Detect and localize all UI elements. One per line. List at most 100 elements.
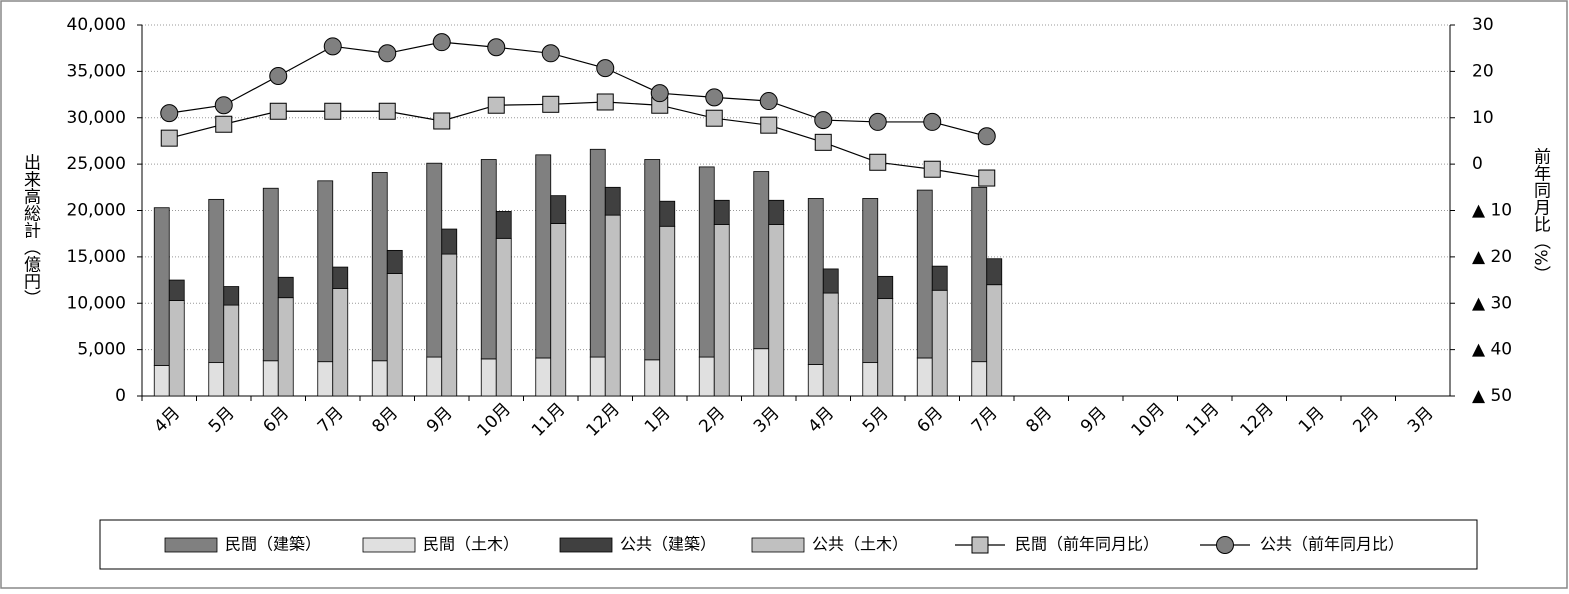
bar	[768, 224, 785, 397]
bar	[604, 186, 621, 216]
marker	[705, 88, 724, 107]
legend-label: 民間（土木）	[423, 535, 519, 554]
marker	[487, 38, 506, 57]
y-axis-title: 出来高総計（億円）	[20, 153, 41, 306]
bar	[862, 362, 879, 397]
bar	[753, 171, 770, 350]
bar	[168, 279, 185, 301]
legend-marker	[1216, 536, 1234, 554]
bar	[877, 275, 894, 300]
marker	[214, 96, 233, 115]
bar	[386, 249, 403, 274]
bar	[971, 361, 988, 397]
bar	[223, 304, 240, 397]
marker	[705, 109, 723, 127]
bar	[589, 148, 606, 358]
bar	[223, 286, 240, 306]
legend-label: 公共（建築）	[620, 535, 716, 554]
marker	[215, 115, 233, 133]
y-tick-label: 15,000	[67, 247, 126, 267]
legend-swatch	[164, 537, 218, 553]
marker	[923, 112, 942, 131]
line	[169, 101, 987, 179]
y2-tick-label: 0	[1472, 154, 1483, 174]
bar	[277, 276, 294, 299]
bar	[807, 198, 824, 365]
marker	[978, 169, 996, 187]
legend-swatch	[362, 537, 416, 553]
bar	[659, 200, 676, 227]
y-tick-label: 40,000	[67, 15, 126, 35]
bar	[495, 237, 512, 397]
marker	[923, 160, 941, 178]
bar	[550, 223, 567, 397]
marker	[160, 104, 179, 123]
bar	[332, 266, 349, 289]
bar	[931, 289, 948, 397]
bar	[822, 268, 839, 294]
y-tick-label: 0	[115, 386, 126, 406]
bar	[768, 199, 785, 225]
bar	[208, 362, 225, 397]
bar	[317, 180, 334, 363]
marker	[814, 133, 832, 151]
legend-swatch	[559, 537, 613, 553]
bar	[862, 198, 879, 364]
bar	[332, 288, 349, 397]
marker	[869, 153, 887, 171]
bar	[589, 356, 606, 397]
bar	[426, 162, 443, 358]
marker	[760, 116, 778, 134]
bar	[262, 360, 279, 397]
bar	[807, 364, 824, 397]
bar	[208, 198, 225, 364]
bar	[753, 348, 770, 397]
marker	[977, 127, 996, 146]
bar	[916, 189, 933, 359]
bar	[535, 357, 552, 397]
bar	[604, 214, 621, 397]
y2-tick-label: ▲ 40	[1472, 340, 1512, 360]
bar	[698, 356, 715, 397]
legend-label: 民間（前年同月比）	[1015, 535, 1159, 554]
y2-axis-title: 前年同月比（%）	[1530, 147, 1551, 282]
bar	[916, 357, 933, 397]
bar	[713, 199, 730, 225]
y-tick-label: 20,000	[67, 201, 126, 221]
y2-tick-label: 20	[1472, 61, 1494, 81]
bar	[698, 166, 715, 358]
bar	[480, 358, 497, 397]
bar	[153, 364, 170, 397]
bar	[986, 258, 1003, 286]
marker	[650, 84, 669, 103]
bar	[550, 195, 567, 224]
legend-label: 民間（建築）	[225, 535, 321, 554]
marker	[323, 37, 342, 56]
bar	[644, 159, 661, 361]
y2-tick-label: ▲ 20	[1472, 247, 1512, 267]
legend-label: 公共（土木）	[812, 535, 908, 554]
marker	[160, 129, 178, 147]
bar	[713, 224, 730, 397]
y2-tick-label: ▲ 50	[1472, 386, 1512, 406]
y2-tick-label: 30	[1472, 15, 1494, 35]
marker	[542, 95, 560, 113]
bar	[480, 159, 497, 360]
y-tick-label: 5,000	[77, 340, 126, 360]
marker	[378, 44, 397, 63]
marker	[378, 102, 396, 120]
marker	[759, 92, 778, 111]
bar	[441, 228, 458, 255]
bar	[277, 297, 294, 397]
y2-tick-label: ▲ 30	[1472, 293, 1512, 313]
bar	[877, 298, 894, 397]
y-tick-label: 35,000	[67, 61, 126, 81]
bar	[262, 187, 279, 362]
bar	[644, 359, 661, 397]
bar	[659, 225, 676, 397]
marker	[432, 33, 451, 52]
y2-tick-label: 10	[1472, 108, 1494, 128]
marker	[868, 112, 887, 131]
marker	[487, 96, 505, 114]
line	[169, 41, 987, 137]
